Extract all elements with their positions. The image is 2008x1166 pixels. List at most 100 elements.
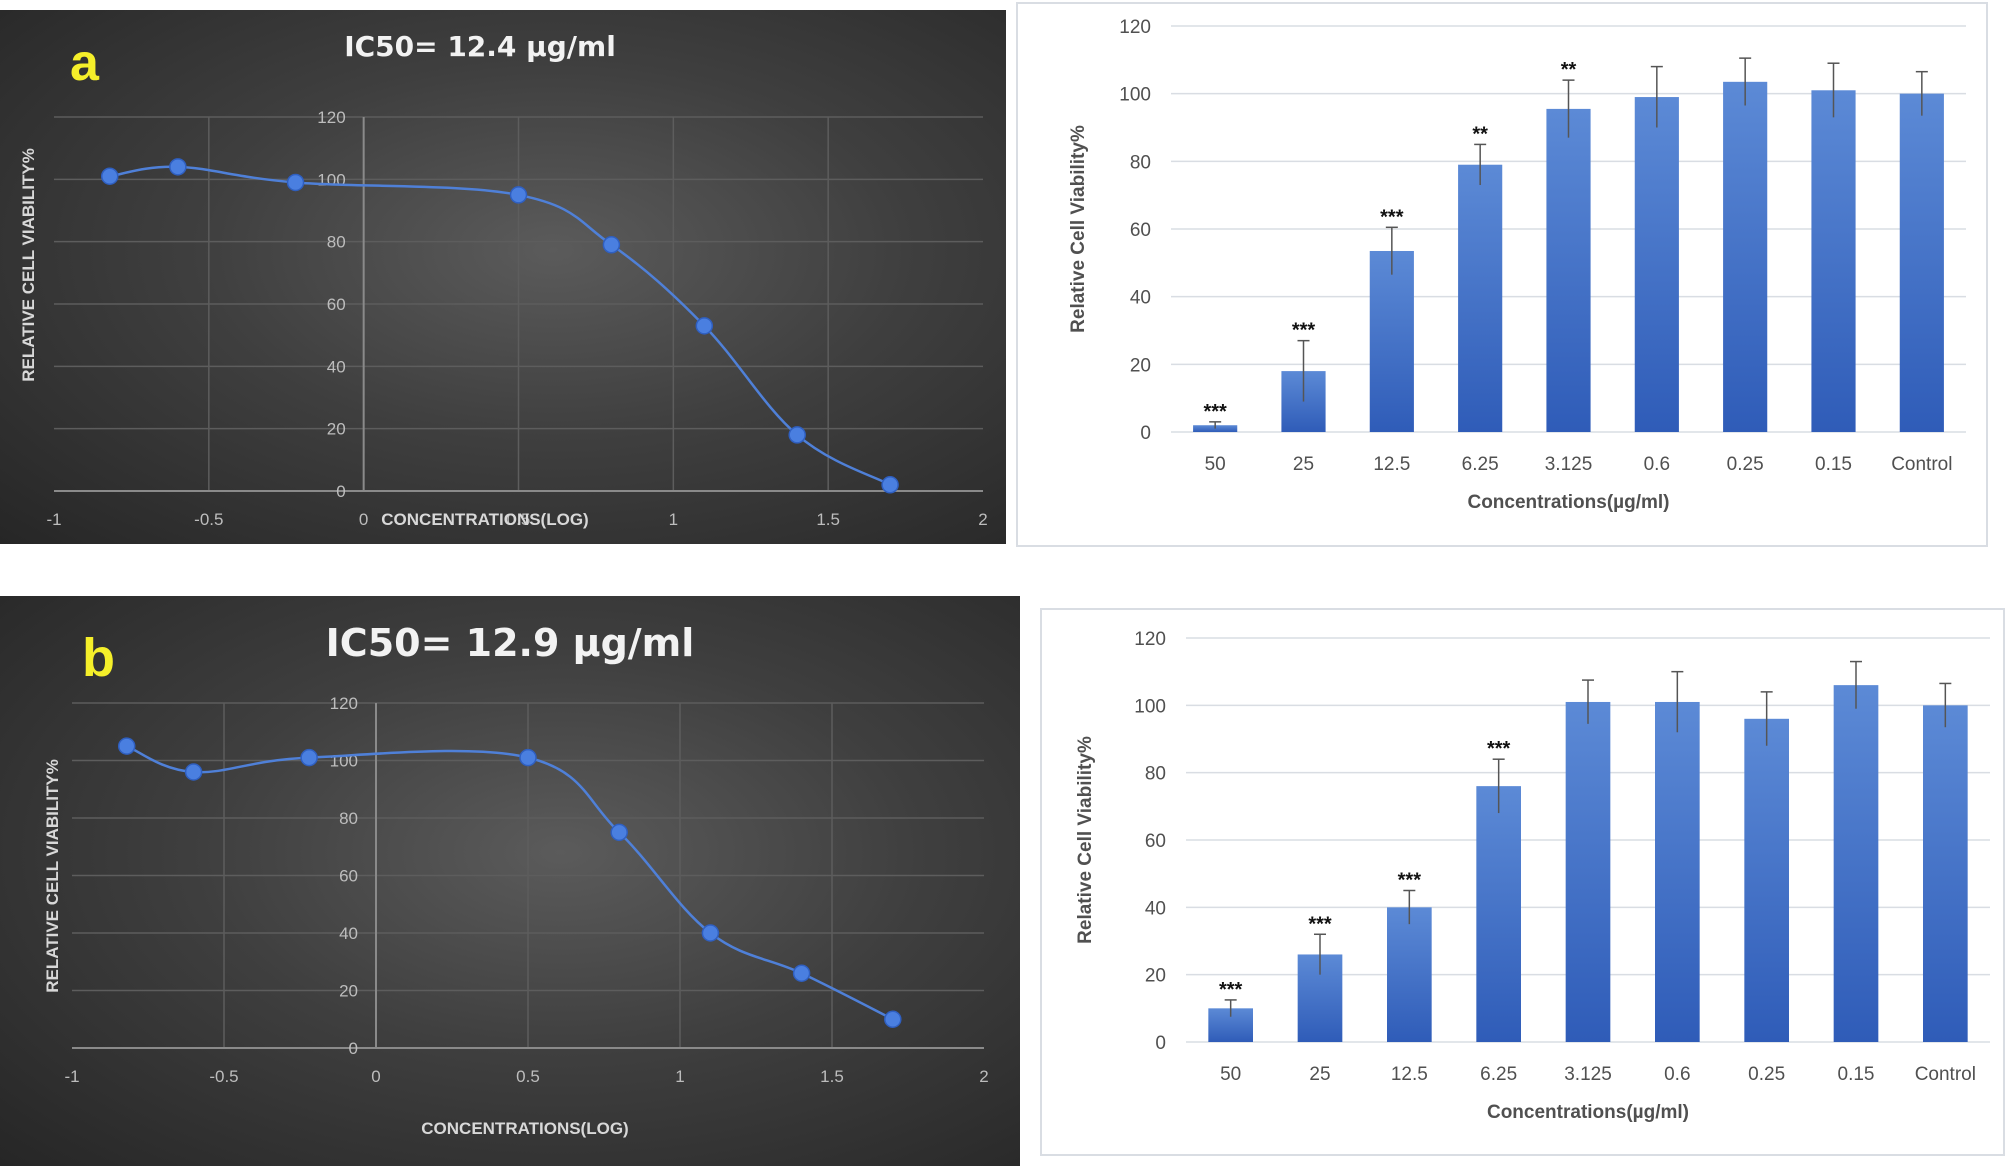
y-tick-label: 100 <box>1119 85 1151 106</box>
x-tick-label: 2 <box>978 510 987 529</box>
bar <box>1811 90 1856 433</box>
x-tick-label: 0.5 <box>507 510 531 529</box>
y-tick-label: 0 <box>1140 423 1151 444</box>
x-tick-label: 50 <box>1220 1064 1241 1085</box>
panel-a-curve: a IC50= 12.4 µg/ml 0 20 40 60 80 100 120 -1 -0.5 0 0… <box>0 10 1006 544</box>
data-point <box>701 924 720 942</box>
data-point <box>602 236 621 254</box>
x-tick-label: -0.5 <box>209 1067 238 1086</box>
bar <box>1634 97 1679 433</box>
data-point <box>509 186 528 204</box>
bar <box>1387 907 1432 1042</box>
x-tick-label: 0 <box>359 510 368 529</box>
x-tick-label: -0.5 <box>194 510 223 529</box>
x-tick-label: 25 <box>1293 454 1314 475</box>
data-point <box>788 426 806 444</box>
data-point <box>519 748 537 767</box>
panel-letter: b <box>82 628 115 688</box>
series-line <box>109 165 891 486</box>
bar <box>1565 701 1611 1042</box>
y-tick-label: 120 <box>330 694 358 713</box>
x-tick-label: 0 <box>371 1067 380 1086</box>
y-tick-label: 80 <box>327 233 346 252</box>
x-tick-label: 1.5 <box>820 1067 844 1086</box>
y-axis-title: RELATIVE CELL VIABILITY% <box>19 148 38 382</box>
significance-label: ** <box>1561 59 1577 81</box>
data-point <box>100 167 119 185</box>
x-tick-label: Control <box>1915 1064 1976 1085</box>
x-tick-label: Control <box>1891 454 1952 475</box>
x-axis-title: Concentrations(µg/ml) <box>1467 492 1669 513</box>
y-tick-label: 120 <box>1134 629 1166 650</box>
x-tick-label: 3.125 <box>1564 1064 1612 1085</box>
panel-b-curve: b IC50= 12.9 µg/ml 0 20 40 60 80 100 120 -1 -0.5 0 0… <box>0 596 1020 1166</box>
significance-label: *** <box>1487 738 1511 760</box>
significance-label: *** <box>1292 320 1316 342</box>
y-tick-label: 20 <box>339 982 358 1001</box>
y-tick-label: 60 <box>1145 831 1166 852</box>
y-tick-label: 0 <box>1155 1033 1166 1054</box>
significance-label: *** <box>1380 206 1404 228</box>
x-tick-label: -1 <box>46 510 61 529</box>
significance-label: *** <box>1203 401 1227 423</box>
y-tick-label: 40 <box>1145 898 1166 919</box>
data-point <box>117 737 136 755</box>
x-tick-label: 2 <box>979 1067 988 1086</box>
bar <box>1458 164 1503 432</box>
x-tick-label: 0.5 <box>516 1067 540 1086</box>
data-point <box>300 748 318 767</box>
bar <box>1899 93 1944 433</box>
x-tick-label: -1 <box>64 1067 79 1086</box>
panel-a-bars: 0 20 40 60 80 100 120 *** 50 *** 25 *** 12.5 ** 6.25 **… <box>1016 2 1988 547</box>
data-point <box>884 1010 902 1028</box>
y-tick-label: 80 <box>339 809 358 828</box>
x-tick-label: 0.25 <box>1748 1064 1785 1085</box>
y-tick-label: 0 <box>349 1039 358 1058</box>
bar <box>1723 81 1768 432</box>
y-tick-label: 80 <box>1130 152 1151 173</box>
x-tick-label: 6.25 <box>1462 454 1499 475</box>
bar <box>1369 250 1414 432</box>
bar <box>1744 718 1789 1042</box>
y-tick-label: 60 <box>327 295 346 314</box>
data-point <box>610 823 628 842</box>
data-point <box>792 964 811 982</box>
bar <box>1476 786 1521 1042</box>
y-tick-label: 20 <box>1145 966 1166 987</box>
y-tick-label: 120 <box>1119 17 1151 38</box>
x-tick-label: 1 <box>675 1067 684 1086</box>
y-tick-label: 60 <box>339 867 358 886</box>
y-tick-label: 120 <box>317 108 345 127</box>
chart-b-bars: 0 20 40 60 80 100 120 *** 50 *** 25 *** 12.5 *** 6.25 3… <box>1075 629 1990 1123</box>
y-tick-label: 20 <box>1130 355 1151 376</box>
x-tick-label: 1.5 <box>816 510 840 529</box>
chart-a-curve: a IC50= 12.4 µg/ml 0 20 40 60 80 100 120 -1 -0.5 0 0… <box>19 30 988 529</box>
significance-label: *** <box>1398 870 1422 892</box>
y-tick-label: 0 <box>336 482 345 501</box>
significance-label: ** <box>1472 123 1488 145</box>
x-axis-title: CONCENTRATIONS(LOG) <box>421 1119 628 1138</box>
x-tick-label: 6.25 <box>1480 1064 1517 1085</box>
bar <box>1923 705 1968 1042</box>
x-tick-label: 0.15 <box>1838 1064 1875 1085</box>
data-point <box>184 763 203 781</box>
x-tick-label: 50 <box>1205 454 1226 475</box>
data-point <box>695 317 714 335</box>
y-tick-label: 40 <box>339 924 358 943</box>
y-tick-label: 20 <box>327 420 346 439</box>
bar <box>1655 701 1700 1042</box>
y-tick-label: 40 <box>327 357 346 376</box>
significance-label: *** <box>1219 979 1243 1001</box>
chart-a-bars: 0 20 40 60 80 100 120 *** 50 *** 25 *** 12.5 ** 6.25 **… <box>1068 17 1966 513</box>
x-tick-label: 0.6 <box>1644 454 1670 475</box>
bar <box>1546 108 1591 433</box>
y-axis-title: RELATIVE CELL VIABILITY% <box>43 759 62 993</box>
y-tick-label: 40 <box>1130 288 1151 309</box>
y-tick-label: 80 <box>1145 764 1166 785</box>
x-tick-label: 0.15 <box>1815 454 1852 475</box>
x-tick-label: 3.125 <box>1545 454 1593 475</box>
data-point <box>169 158 187 176</box>
y-tick-label: 100 <box>1134 696 1166 717</box>
x-tick-label: 25 <box>1309 1064 1330 1085</box>
x-tick-label: 12.5 <box>1373 454 1410 475</box>
